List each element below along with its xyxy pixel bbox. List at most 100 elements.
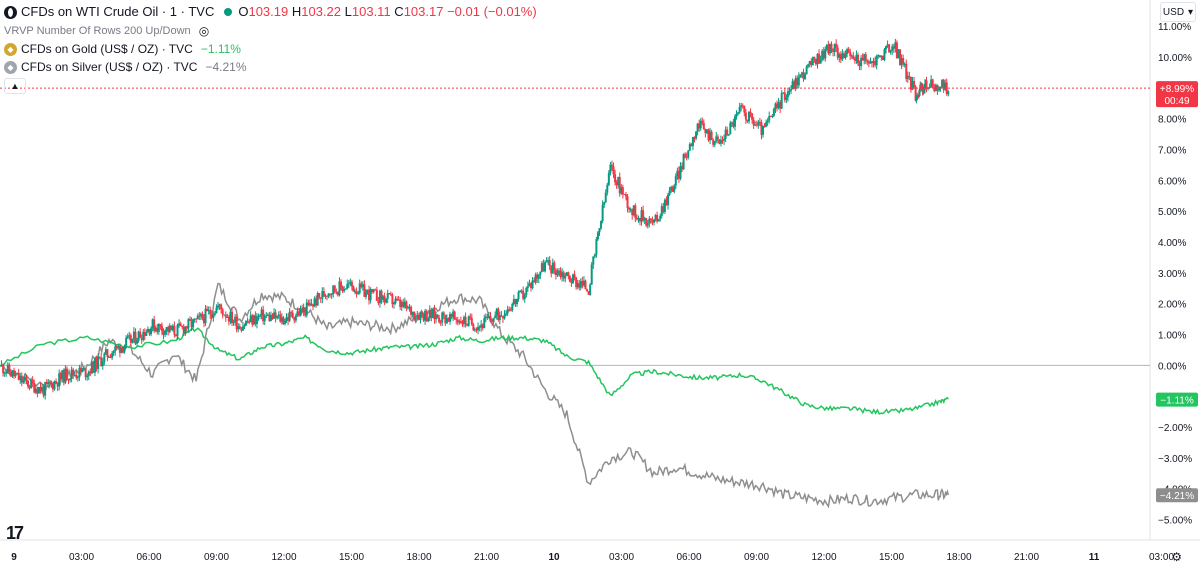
candle-body — [452, 311, 455, 318]
candle-body — [145, 332, 148, 336]
candle-body — [786, 91, 789, 98]
candle-body — [223, 314, 226, 316]
candle-body — [676, 170, 679, 177]
candle-body — [224, 314, 227, 318]
candle-body — [316, 293, 319, 306]
candle-body — [592, 256, 595, 265]
main-symbol-row[interactable]: CFDs on WTI Crude Oil · 1 · TVC O103.19 … — [4, 2, 537, 22]
candle-body — [852, 55, 855, 60]
candle-body — [693, 136, 696, 139]
candle-body — [410, 306, 413, 315]
candle-body — [670, 186, 673, 191]
candle-body — [371, 289, 374, 292]
candle-body — [508, 309, 511, 311]
candle-body — [97, 356, 100, 369]
candle-body — [765, 122, 768, 127]
candle-body — [917, 96, 920, 98]
candle-body — [824, 48, 827, 59]
candle-body — [600, 220, 603, 229]
candle-body — [610, 164, 613, 167]
candle-body — [638, 217, 641, 222]
candle-body — [364, 291, 367, 297]
candle-body — [863, 54, 866, 61]
candle-body — [417, 315, 420, 320]
candle-body — [248, 321, 251, 323]
candle-body — [713, 140, 716, 145]
candle-body — [283, 320, 286, 325]
candle-body — [758, 121, 761, 123]
candle-body — [888, 44, 891, 53]
candle-body — [93, 358, 96, 373]
collapse-legend-button[interactable]: ▲ — [4, 78, 26, 94]
price-badge-countdown: 00:49 — [1164, 96, 1189, 107]
candle-body — [663, 199, 666, 212]
candle-body — [13, 370, 16, 377]
candle-body — [260, 309, 263, 316]
chevron-down-icon: ▾ — [1188, 6, 1194, 18]
candle-body — [251, 315, 254, 325]
candle-body — [274, 312, 277, 319]
candle-body — [179, 323, 182, 326]
candle-body — [629, 209, 632, 211]
candle-body — [273, 312, 276, 319]
candle-body — [64, 368, 67, 383]
candle-body — [122, 347, 125, 352]
candle-body — [660, 206, 663, 216]
candle-body — [486, 316, 489, 318]
silver-compare-row[interactable]: ◆ CFDs on Silver (US$ / OZ) · TVC −4.21% — [4, 58, 537, 76]
gear-icon[interactable]: ⚙ — [1171, 550, 1182, 564]
candle-body — [400, 302, 403, 307]
candle-body — [196, 315, 199, 320]
candle-body — [8, 364, 11, 373]
candle-body — [687, 150, 690, 158]
candle-body — [553, 262, 556, 270]
candle-body — [397, 299, 400, 301]
candle-body — [620, 187, 623, 194]
candle-body — [544, 262, 546, 272]
candle-body — [732, 122, 735, 127]
gold-compare-row[interactable]: ◆ CFDs on Gold (US$ / OZ) · TVC −1.11% — [4, 40, 537, 58]
candle-body — [905, 63, 908, 79]
candle-body — [59, 373, 62, 380]
candle-body — [576, 283, 579, 288]
indicator-row[interactable]: VRVP Number Of Rows 200 Up/Down ◎ — [4, 22, 537, 40]
tradingview-logo-icon[interactable]: 17 — [6, 523, 24, 543]
candle-body — [151, 319, 154, 329]
candle-body — [173, 325, 176, 335]
symbol-title[interactable]: CFDs on WTI Crude Oil · 1 · TVC — [21, 4, 215, 19]
x-tick-label: 12:00 — [811, 552, 836, 563]
candle-body — [559, 270, 562, 278]
candle-body — [293, 317, 296, 321]
candle-body — [207, 310, 210, 312]
candle-body — [921, 84, 924, 91]
candle-body — [23, 376, 26, 381]
candle-body — [378, 290, 381, 304]
candle-body — [944, 82, 947, 90]
eye-hidden-icon[interactable]: ◎ — [198, 24, 210, 38]
candle-body — [842, 53, 845, 59]
candle-body — [269, 314, 272, 321]
candle-body — [825, 44, 828, 49]
candle-body — [593, 254, 596, 257]
candle-body — [945, 82, 948, 95]
candle-body — [628, 207, 631, 210]
candle-body — [65, 368, 68, 380]
candle-body — [430, 309, 433, 318]
candle-body — [467, 316, 470, 326]
candle-body — [380, 290, 383, 300]
candle-body — [424, 310, 427, 321]
candle-body — [871, 61, 873, 63]
candle-body — [727, 134, 730, 136]
candle-body — [368, 289, 371, 301]
candle-body — [441, 312, 444, 323]
currency-selector[interactable]: USD ▾ — [1160, 2, 1196, 22]
candle-body — [420, 312, 423, 315]
market-open-icon — [224, 8, 233, 16]
candle-body — [335, 291, 338, 293]
candle-body — [33, 382, 36, 393]
candle-body — [604, 192, 607, 203]
candle-body — [241, 326, 244, 331]
candle-body — [846, 49, 849, 54]
candle-body — [92, 361, 95, 373]
